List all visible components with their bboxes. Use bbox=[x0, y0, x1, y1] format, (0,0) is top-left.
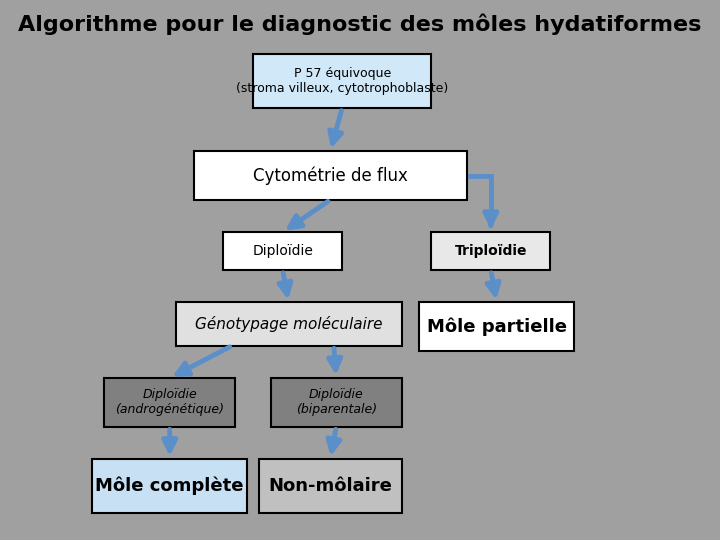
Text: Môle partielle: Môle partielle bbox=[427, 318, 567, 336]
Text: Triploïdie: Triploïdie bbox=[454, 244, 527, 258]
Text: Diploïdie
(androgénétique): Diploïdie (androgénétique) bbox=[115, 388, 224, 416]
Text: Cytométrie de flux: Cytométrie de flux bbox=[253, 166, 408, 185]
Text: Diploïdie
(biparentale): Diploïdie (biparentale) bbox=[296, 388, 377, 416]
FancyBboxPatch shape bbox=[92, 459, 247, 513]
Text: Môle complète: Môle complète bbox=[96, 477, 244, 495]
FancyBboxPatch shape bbox=[431, 232, 550, 270]
FancyBboxPatch shape bbox=[420, 302, 574, 351]
FancyBboxPatch shape bbox=[176, 302, 402, 346]
FancyBboxPatch shape bbox=[223, 232, 342, 270]
FancyBboxPatch shape bbox=[259, 459, 402, 513]
Text: Génotypage moléculaire: Génotypage moléculaire bbox=[195, 316, 382, 332]
FancyBboxPatch shape bbox=[271, 378, 402, 427]
Text: Non-môlaire: Non-môlaire bbox=[269, 477, 392, 495]
FancyBboxPatch shape bbox=[194, 151, 467, 200]
FancyBboxPatch shape bbox=[253, 54, 431, 108]
FancyBboxPatch shape bbox=[104, 378, 235, 427]
Text: P 57 équivoque
(stroma villeux, cytotrophoblaste): P 57 équivoque (stroma villeux, cytotrop… bbox=[236, 67, 449, 95]
Text: Algorithme pour le diagnostic des môles hydatiformes: Algorithme pour le diagnostic des môles … bbox=[18, 14, 702, 35]
Text: Diploïdie: Diploïdie bbox=[252, 244, 313, 258]
